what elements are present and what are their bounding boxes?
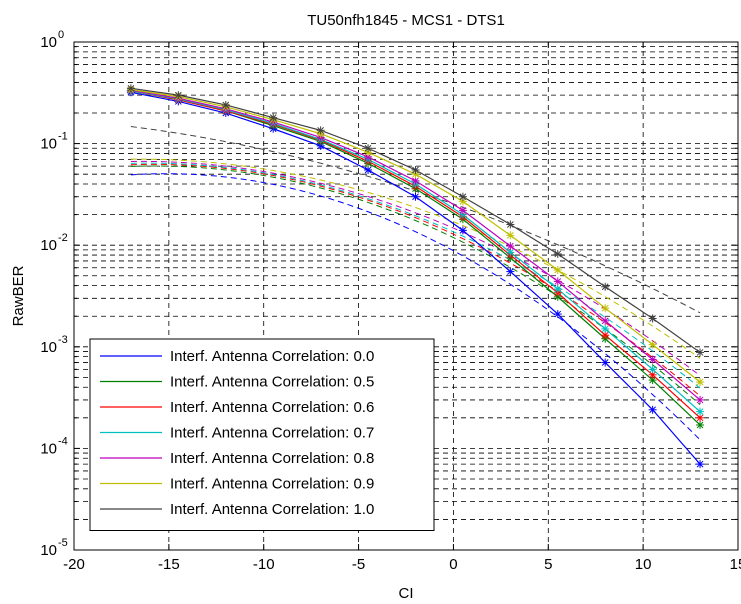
trend-line (130, 158, 701, 359)
legend-box (89, 338, 435, 531)
data-point (648, 355, 657, 364)
y-tick-base: 10 (40, 34, 57, 51)
data-point (411, 165, 420, 174)
x-tick-label: 15 (730, 556, 741, 573)
data-point (506, 220, 515, 229)
data-point (458, 226, 467, 235)
data-point (458, 192, 467, 201)
y-tick-label: 10 -4 (40, 435, 67, 457)
data-point (506, 242, 515, 251)
x-tick-labels: -20 -15 -10 -5 0 5 10 15 (63, 556, 741, 573)
chart-title: TU50nfh1845 - MCS1 - DTS1 (307, 12, 505, 29)
y-tick-base: 10 (40, 339, 57, 356)
data-point (316, 126, 325, 135)
legend-entry: Interf. Antenna Correlation: 0.6 (100, 399, 374, 416)
data-point (696, 348, 705, 357)
y-tick-base: 10 (40, 136, 57, 153)
data-point (506, 267, 515, 276)
y-tick-exponent: -1 (58, 131, 68, 143)
x-axis-label: CI (399, 585, 414, 602)
y-tick-exponent: -4 (58, 435, 68, 447)
data-point (364, 165, 373, 174)
data-point (648, 314, 657, 323)
legend-entry: Interf. Antenna Correlation: 0.0 (100, 348, 374, 365)
data-point (648, 365, 657, 374)
legend-label: Interf. Antenna Correlation: 0.0 (170, 348, 374, 365)
y-tick-exponent: -5 (58, 537, 68, 549)
x-tick-label: 0 (449, 556, 457, 573)
data-point (364, 144, 373, 153)
data-point (553, 285, 562, 294)
y-tick-label: 10 -3 (40, 334, 67, 356)
x-tick-label: -15 (158, 556, 180, 573)
trend-line (130, 162, 701, 389)
y-tick-base: 10 (40, 542, 57, 559)
legend-label: Interf. Antenna Correlation: 0.5 (170, 374, 374, 391)
data-point (648, 340, 657, 349)
x-tick-label: -20 (63, 556, 85, 573)
data-point (696, 460, 705, 469)
data-point (174, 91, 183, 100)
data-point (458, 206, 467, 215)
legend-entry: Interf. Antenna Correlation: 0.8 (100, 450, 374, 467)
trend-line (130, 163, 701, 397)
plot-frame (73, 41, 739, 551)
legend-entry: Interf. Antenna Correlation: 1.0 (100, 501, 374, 518)
y-tick-label: 10 -1 (40, 131, 67, 153)
data-point (648, 370, 657, 379)
y-tick-exponent: 0 (58, 29, 64, 41)
trend-line (130, 173, 701, 441)
y-tick-base: 10 (40, 440, 57, 457)
data-point (696, 378, 705, 387)
legend: Interf. Antenna Correlation: 0.0 Interf. … (89, 338, 435, 531)
data-point (553, 249, 562, 258)
data-point (221, 100, 230, 109)
data-point (601, 316, 610, 325)
data-point (269, 113, 278, 122)
data-point (696, 395, 705, 404)
legend-entry: Interf. Antenna Correlation: 0.9 (100, 476, 374, 493)
legend-entry: Interf. Antenna Correlation: 0.5 (100, 374, 374, 391)
y-tick-exponent: -3 (58, 334, 68, 346)
y-tick-exponent: -2 (58, 232, 68, 244)
data-point (601, 304, 610, 313)
data-point (126, 84, 135, 93)
y-tick-label: 10 0 (40, 29, 64, 51)
data-point (553, 310, 562, 319)
x-tick-label: -5 (352, 556, 365, 573)
data-point (601, 324, 610, 333)
data-point (411, 176, 420, 185)
data-point (696, 420, 705, 429)
y-tick-label: 10 -2 (40, 232, 67, 254)
data-point (411, 192, 420, 201)
data-point (553, 277, 562, 286)
data-markers (126, 84, 705, 469)
legend-label: Interf. Antenna Correlation: 0.9 (170, 476, 374, 493)
data-point (601, 358, 610, 367)
y-tick-base: 10 (40, 237, 57, 254)
legend-label: Interf. Antenna Correlation: 1.0 (170, 501, 374, 518)
data-point (601, 282, 610, 291)
data-point (506, 231, 515, 240)
data-point (648, 405, 657, 414)
legend-label: Interf. Antenna Correlation: 0.6 (170, 399, 374, 416)
data-point (696, 407, 705, 416)
x-tick-label: 5 (544, 556, 552, 573)
y-tick-label: 10 -5 (40, 537, 67, 559)
legend-label: Interf. Antenna Correlation: 0.8 (170, 450, 374, 467)
x-tick-label: 10 (635, 556, 652, 573)
x-tick-label: -10 (253, 556, 275, 573)
legend-entry: Interf. Antenna Correlation: 0.7 (100, 425, 374, 442)
data-point (553, 266, 562, 275)
y-axis-label: RawBER (10, 265, 27, 326)
legend-label: Interf. Antenna Correlation: 0.7 (170, 425, 374, 442)
